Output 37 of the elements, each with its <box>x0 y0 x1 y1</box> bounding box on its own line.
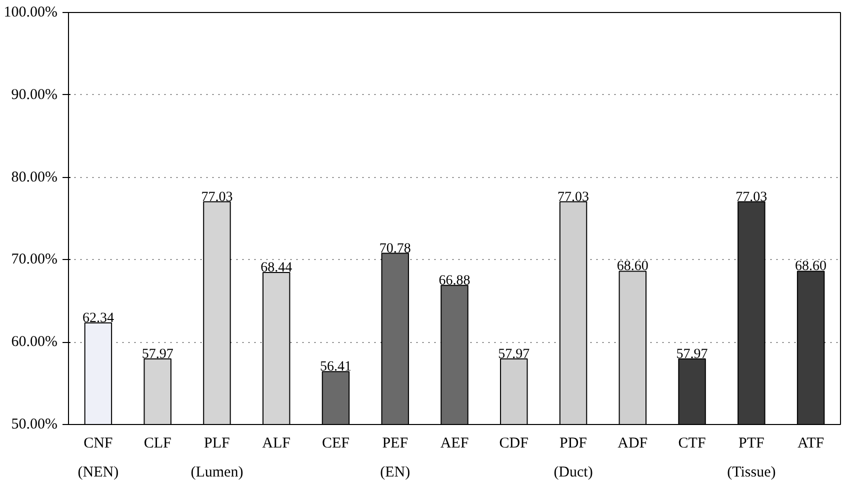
data-label: 77.03 <box>736 190 768 205</box>
data-label: 70.78 <box>379 241 411 256</box>
data-label: 77.03 <box>558 190 590 205</box>
data-label: 68.60 <box>795 259 827 274</box>
text: (Tissue) <box>727 464 776 480</box>
y-tick-label: 60.00% <box>11 334 58 350</box>
y-tick-label: 100.00% <box>4 4 58 20</box>
x-tick-label: PTF <box>738 436 764 452</box>
x-tick-label: AEF <box>440 436 469 452</box>
text: (Duct) <box>554 464 593 480</box>
x-tick-label: CLF <box>144 436 172 452</box>
text: (Lumen) <box>190 464 244 480</box>
y-tick-label: 80.00% <box>11 169 58 186</box>
data-label: 57.97 <box>676 346 708 362</box>
data-label: 77.03 <box>201 190 233 205</box>
x-tick-label: CTF <box>678 436 706 452</box>
y-tick-label: 70.00% <box>11 252 58 268</box>
x-tick-label: PDF <box>560 436 588 452</box>
x-tick-label: PLF <box>204 436 230 452</box>
x-tick-label: CEF <box>322 436 350 452</box>
data-label: 68.60 <box>616 259 648 274</box>
x-tick-label: CDF <box>499 436 528 452</box>
x-tick-label: CNF <box>84 436 113 452</box>
y-tick-label: 50.00% <box>11 416 58 432</box>
y-tick-label: 90.00% <box>11 86 58 103</box>
x-tick-label: ADF <box>618 436 648 452</box>
data-label: 66.88 <box>438 273 470 288</box>
text: (NEN) <box>78 464 119 480</box>
x-tick-label: ALF <box>262 436 291 452</box>
text: (EN) <box>380 464 410 480</box>
x-tick-label: ATF <box>797 436 824 452</box>
data-label: 57.97 <box>498 346 530 362</box>
data-label: 56.41 <box>320 360 352 375</box>
data-label: 62.34 <box>82 310 114 326</box>
x-tick-label: PEF <box>382 436 408 452</box>
data-label: 57.97 <box>142 346 174 362</box>
data-label: 68.44 <box>260 260 292 276</box>
